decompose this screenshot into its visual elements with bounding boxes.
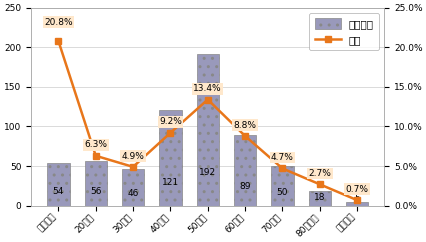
Text: 54: 54 [52, 187, 64, 197]
Text: 18: 18 [313, 193, 325, 202]
Bar [271, 166, 293, 206]
Text: 6.3%: 6.3% [84, 140, 107, 150]
Legend: 定期購入, 割合: 定期購入, 割合 [308, 13, 378, 50]
Text: 50: 50 [276, 188, 288, 197]
Text: 20.8%: 20.8% [44, 18, 72, 27]
Bar [345, 202, 368, 206]
Text: 56: 56 [90, 187, 101, 196]
Text: 0.7%: 0.7% [345, 185, 368, 194]
Bar [121, 169, 144, 206]
Bar [196, 54, 219, 206]
Text: 4.9%: 4.9% [121, 151, 144, 160]
Bar [308, 191, 330, 206]
Text: 192: 192 [199, 168, 216, 177]
Text: 89: 89 [239, 182, 250, 191]
Text: 5: 5 [354, 194, 359, 203]
Text: 121: 121 [161, 178, 178, 187]
Text: 8.8%: 8.8% [233, 121, 256, 130]
Text: 2.7%: 2.7% [308, 169, 331, 178]
Text: 9.2%: 9.2% [158, 117, 181, 127]
Bar [84, 161, 106, 206]
Text: 13.4%: 13.4% [193, 84, 222, 93]
Bar [47, 163, 69, 206]
Bar [159, 110, 181, 206]
Bar [233, 135, 256, 206]
Text: 4.7%: 4.7% [271, 153, 293, 162]
Text: 46: 46 [127, 189, 138, 197]
